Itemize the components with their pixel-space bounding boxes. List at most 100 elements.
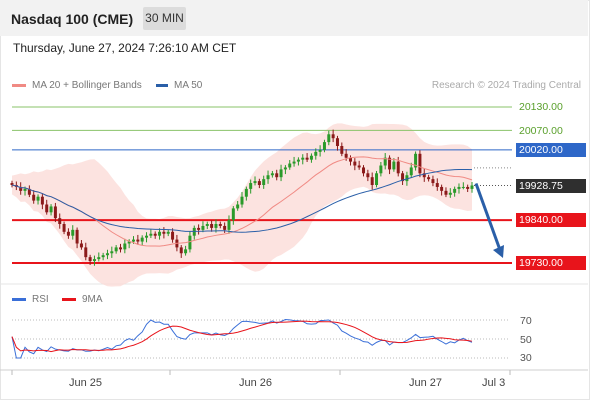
candle-body xyxy=(105,253,109,256)
candle-body xyxy=(461,186,465,188)
candle-body xyxy=(262,179,266,185)
candle-body xyxy=(231,208,235,221)
candle-body xyxy=(153,233,157,236)
candle-body xyxy=(188,235,192,250)
candle-body xyxy=(179,247,183,254)
candle-body xyxy=(101,255,105,258)
candle-body xyxy=(127,241,131,244)
candle-body xyxy=(236,204,240,209)
candle-body xyxy=(110,251,114,254)
candle-body xyxy=(58,218,62,224)
candle-body xyxy=(218,224,222,226)
candle-body xyxy=(240,196,244,205)
rsi-tick-50: 50 xyxy=(520,334,532,346)
candle-body xyxy=(383,157,387,166)
candle-body xyxy=(344,153,348,158)
candle-body xyxy=(40,196,44,205)
last-price-label: 19928.75 xyxy=(516,179,586,193)
candle-body xyxy=(27,188,31,195)
candle-body xyxy=(140,237,144,242)
candle-body xyxy=(466,186,470,189)
forecast-arrow-shaft xyxy=(474,182,502,251)
candle-body xyxy=(210,224,214,228)
candle-body xyxy=(414,153,418,168)
x-axis-ticks xyxy=(11,370,511,375)
candle-body xyxy=(283,167,287,170)
candle-body xyxy=(292,161,296,164)
candle-body xyxy=(53,206,57,219)
timeframe-button[interactable]: 30 MIN xyxy=(143,7,186,30)
legend-ma20[interactable]: MA 20 + Bollinger Bands xyxy=(12,80,142,91)
candle-body xyxy=(118,247,122,250)
candle-body xyxy=(288,163,292,168)
x-label-jun27: Jun 27 xyxy=(409,377,443,389)
ma20-label: MA 20 + Bollinger Bands xyxy=(32,80,142,91)
candle-body xyxy=(201,225,205,230)
legend-rsi[interactable]: RSI xyxy=(12,294,49,305)
level-label-r2: 20130.00 xyxy=(519,101,563,113)
candle-body xyxy=(136,239,140,242)
candle-body xyxy=(275,173,279,178)
timestamp: Thursday, June 27, 2024 7:26:10 AM CET xyxy=(13,41,237,55)
header-bar: Nasdaq 100 (CME) 30 MIN xyxy=(0,0,588,36)
level-label-r1: 20070.00 xyxy=(519,125,563,137)
candle-body xyxy=(145,235,149,238)
level-label-s1: 19840.00 xyxy=(516,213,586,227)
candle-body xyxy=(422,173,426,178)
rsi-tick-70: 70 xyxy=(520,315,532,327)
candle-body xyxy=(84,247,88,258)
candle-body xyxy=(335,138,339,146)
instrument-title: Nasdaq 100 (CME) xyxy=(11,11,134,27)
candle-body xyxy=(444,190,448,195)
legend-ma50[interactable]: MA 50 xyxy=(156,80,202,91)
candle-body xyxy=(362,167,366,174)
candle-body xyxy=(401,173,405,182)
candle-body xyxy=(396,161,400,174)
moving-averages xyxy=(11,156,473,247)
candle-body xyxy=(75,229,79,244)
ma50-line xyxy=(11,168,473,233)
candle-body xyxy=(244,188,248,197)
candle-body xyxy=(162,231,166,234)
candle-body xyxy=(49,206,53,213)
ma50-label: MA 50 xyxy=(174,80,203,91)
copyright-note: Research © 2024 Trading Central xyxy=(431,80,581,91)
rsi-tick-30: 30 xyxy=(520,352,532,364)
ma9-label: 9MA xyxy=(82,294,103,305)
candle-body xyxy=(257,181,261,185)
x-label-jul3: Jul 3 xyxy=(482,377,506,389)
candle-body xyxy=(379,165,383,174)
candle-body xyxy=(66,231,70,236)
candle-body xyxy=(19,186,23,191)
candle-body xyxy=(184,249,188,254)
candle-body xyxy=(123,243,127,250)
candle-body xyxy=(409,167,413,176)
candle-body xyxy=(23,188,27,191)
candle-body xyxy=(457,186,461,189)
ma20-swatch xyxy=(12,84,26,87)
candle-body xyxy=(227,220,231,230)
candle-body xyxy=(205,224,209,226)
x-label-jun26: Jun 26 xyxy=(239,377,273,389)
rsi-panel xyxy=(11,319,508,359)
candle-body xyxy=(435,183,439,187)
candle-body xyxy=(158,231,162,236)
candle-body xyxy=(114,247,118,252)
forecast-arrowhead xyxy=(493,245,504,258)
candle-body xyxy=(322,142,326,150)
candlesticks xyxy=(10,129,474,266)
candle-body xyxy=(279,169,283,178)
candle-body xyxy=(71,229,75,236)
candle-body xyxy=(375,173,379,185)
legend-9ma[interactable]: 9MA xyxy=(62,294,103,305)
candle-body xyxy=(331,134,335,139)
forecast-arrow xyxy=(474,182,504,258)
ma50-swatch xyxy=(156,84,168,87)
level-label-pivot: 20020.00 xyxy=(516,143,586,157)
candle-body xyxy=(418,153,422,174)
candle-body xyxy=(88,257,92,262)
candle-body xyxy=(309,155,313,160)
candle-body xyxy=(405,175,409,182)
candle-body xyxy=(388,157,392,170)
